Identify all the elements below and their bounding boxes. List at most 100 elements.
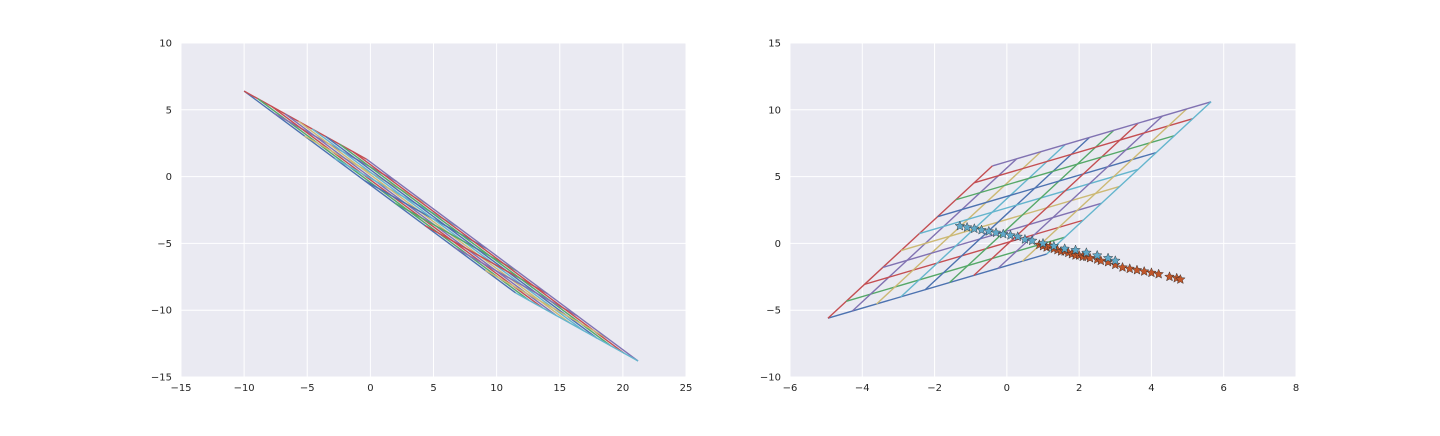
y-tick-label: 5 [775, 172, 781, 183]
y-tick-label: −10 [760, 373, 781, 384]
x-tick-label: 8 [1293, 383, 1299, 394]
x-tick-label: −15 [170, 383, 191, 394]
grid-line-u [919, 168, 1139, 235]
x-tick-label: −4 [855, 383, 870, 394]
grid-line-u [311, 128, 585, 332]
x-tick-label: 4 [1148, 383, 1154, 394]
scatter-point [1005, 229, 1016, 240]
y-tick-label: 10 [768, 105, 781, 116]
grid-line-u [325, 135, 598, 339]
scatter-point [1070, 244, 1081, 255]
scatter-point [1138, 265, 1150, 276]
grid-line-v [334, 157, 458, 228]
scatter-point [1091, 249, 1103, 260]
x-tick-label: 20 [617, 383, 630, 394]
scatter-series-2 [954, 220, 1121, 266]
scatter-point [983, 225, 995, 236]
x-tick-label: 10 [490, 383, 503, 394]
grid-line-u [900, 185, 1120, 252]
y-tick-label: −15 [151, 373, 172, 384]
grid-line-v [304, 135, 428, 205]
y-tick-label: 10 [159, 39, 172, 50]
x-tick-label: 0 [367, 383, 373, 394]
grid-line-v [394, 202, 518, 272]
scatter-point [1124, 263, 1135, 274]
x-tick-label: 6 [1221, 383, 1227, 394]
grid-line-v [924, 136, 1091, 291]
grid-line-v [454, 247, 579, 317]
y-tick-label: 5 [166, 105, 172, 116]
grid-line-v [243, 90, 367, 160]
grid-line-u [882, 202, 1102, 269]
scatter-point [1012, 231, 1023, 242]
transformed-grid [827, 101, 1212, 319]
scatter-point [1175, 273, 1186, 284]
scatter-point [954, 220, 966, 231]
grid-line-u [257, 98, 530, 301]
y-tick-label: −5 [766, 306, 781, 317]
grid-line-v [973, 122, 1139, 276]
scatter-point [1110, 255, 1121, 266]
x-tick-label: −2 [927, 383, 942, 394]
scatter-point [1084, 252, 1096, 263]
scatter-point [1102, 252, 1114, 263]
grid-line-v [424, 224, 548, 295]
y-tick-label: 0 [166, 172, 172, 183]
grid-line-u [284, 113, 557, 317]
y-tick-label: −10 [151, 306, 172, 317]
x-tick-label: 2 [1076, 383, 1082, 394]
scatter-point [1146, 267, 1157, 278]
grid-line-u [338, 143, 612, 347]
x-tick-label: 5 [430, 383, 436, 394]
grid-line-v [364, 180, 488, 250]
grid-line-v [273, 112, 398, 183]
x-tick-label: −6 [783, 383, 798, 394]
x-tick-label: 15 [553, 383, 566, 394]
x-tick-label: −5 [300, 383, 315, 394]
grid-line-u [352, 151, 625, 354]
grid-line-v [827, 165, 993, 319]
grid-line-u [243, 90, 516, 294]
grid-line-u [864, 219, 1084, 286]
scatter-point [1026, 235, 1038, 246]
scatter-point [1164, 271, 1175, 282]
chart-panel-1: −15 −10 −5 0 5 10 15 20 25 −15 −10 −5 0 5 10 [151, 39, 692, 395]
grid-line-v [900, 144, 1066, 298]
grid-line-v [1021, 108, 1188, 262]
scatter-point [1102, 256, 1114, 267]
grid-line-v [515, 292, 639, 362]
grid-line-u [846, 236, 1066, 302]
grid-line-v [997, 115, 1163, 269]
grid-line-u [973, 118, 1193, 184]
scatter-point [990, 227, 1002, 238]
plot-area [790, 43, 1296, 377]
scatter-point [1117, 261, 1128, 272]
grid-line-u [298, 120, 571, 324]
scatter-point [961, 221, 973, 232]
grid-line-v [948, 129, 1115, 284]
grid-line-u [937, 151, 1157, 218]
y-tick-label: 15 [768, 39, 781, 50]
grid-line-v [485, 269, 609, 340]
transformed-grid [243, 90, 639, 362]
y-tick-label: 0 [775, 239, 781, 250]
chart-panel-2: −6 −4 −2 0 2 4 6 8 −10 −5 0 5 10 15 [760, 39, 1299, 395]
scatter-point [976, 224, 987, 235]
scatter-point [1048, 240, 1060, 251]
grid-line-v [851, 158, 1018, 312]
scatter-point [969, 223, 980, 234]
scatter-point [1131, 264, 1143, 275]
scatter-point [997, 228, 1009, 239]
scatter-point [1081, 247, 1092, 258]
scatter-series-1 [1034, 239, 1186, 284]
scatter-point [1037, 237, 1049, 248]
grid-line-u [270, 105, 544, 309]
y-tick-label: −5 [157, 239, 172, 250]
x-tick-label: 0 [1004, 383, 1010, 394]
x-tick-label: −10 [234, 383, 255, 394]
grid-line-u [992, 101, 1212, 167]
grid-line-u [955, 134, 1175, 201]
x-tick-label: 25 [680, 383, 693, 394]
